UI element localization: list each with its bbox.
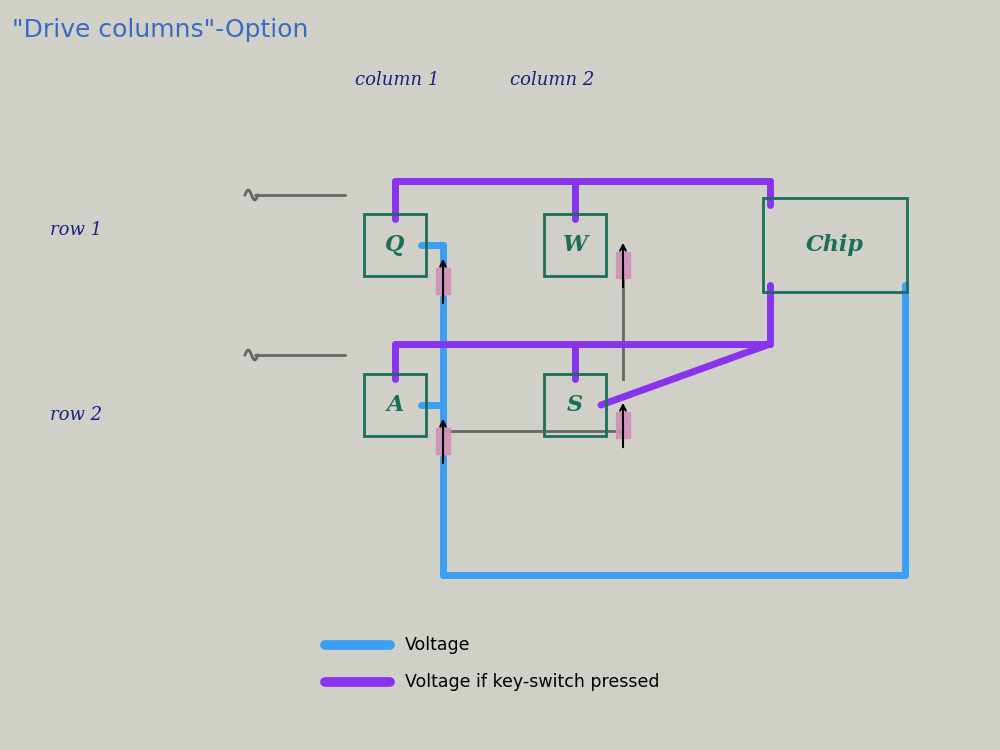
Bar [616, 252, 630, 278]
Text: S: S [567, 394, 583, 416]
Text: column 2: column 2 [510, 71, 594, 89]
Text: A: A [386, 394, 404, 416]
Text: row 2: row 2 [50, 406, 102, 424]
Text: column 1: column 1 [355, 71, 439, 89]
Text: "Drive columns"-Option: "Drive columns"-Option [12, 18, 308, 42]
Text: Chip: Chip [806, 234, 864, 256]
Text: W: W [562, 234, 588, 256]
Text: row 1: row 1 [50, 221, 102, 239]
Text: Voltage: Voltage [405, 636, 471, 654]
Bar [436, 268, 450, 294]
Text: Q: Q [385, 234, 405, 256]
Text: Voltage if key-switch pressed: Voltage if key-switch pressed [405, 673, 660, 691]
Bar [436, 428, 450, 454]
Bar [616, 412, 630, 438]
